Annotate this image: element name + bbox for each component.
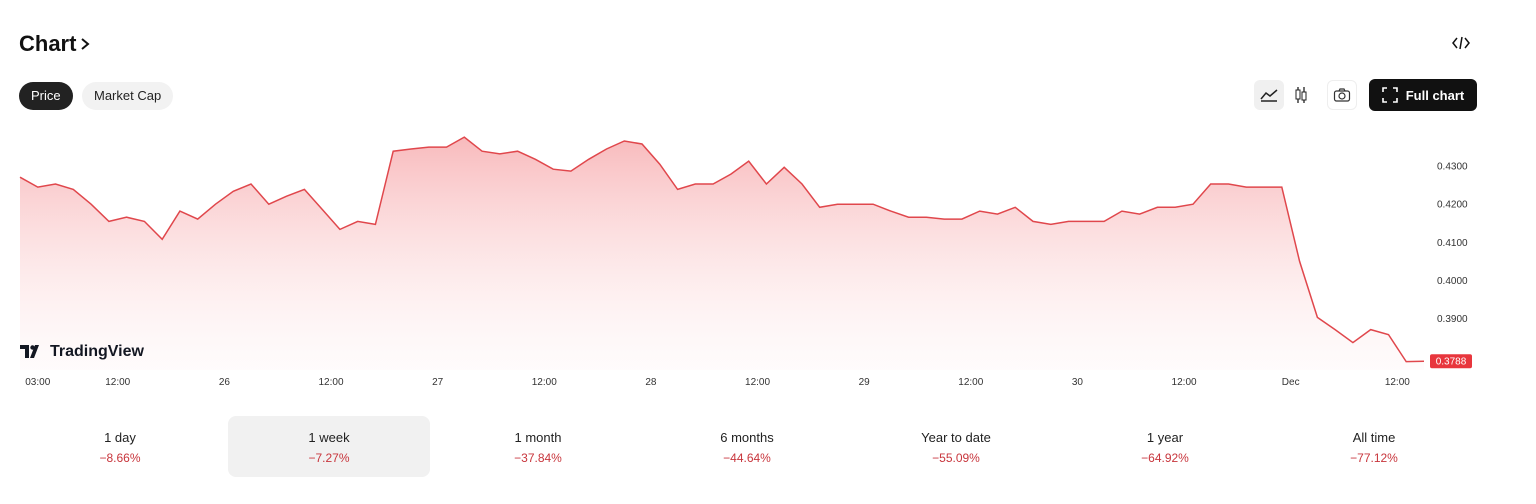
full-chart-label: Full chart — [1405, 87, 1465, 103]
y-tick-label: 0.4100 — [1437, 238, 1468, 249]
x-tick-label: Dec — [1282, 377, 1300, 388]
snapshot-button[interactable] — [1327, 80, 1357, 110]
period-change: −77.12% — [1350, 451, 1398, 465]
candle-chart-button[interactable] — [1286, 80, 1316, 110]
brand: TradingView — [20, 343, 144, 361]
period-label: 1 month — [514, 430, 562, 445]
tab-market-cap[interactable]: Market Cap — [82, 82, 174, 110]
candle-icon — [1295, 87, 1307, 103]
period-button[interactable]: All time −77.12% — [1273, 416, 1475, 477]
period-label: 1 year — [1146, 430, 1184, 445]
price-line — [19, 136, 1425, 363]
title: Chart — [19, 31, 77, 56]
x-tick-label: 29 — [859, 377, 871, 388]
x-tick-label: 12:00 — [532, 377, 557, 388]
period-button[interactable]: 1 month −37.84% — [437, 416, 639, 477]
price-area — [20, 137, 1424, 370]
period-change: −55.09% — [932, 451, 980, 465]
x-tick-label: 27 — [432, 377, 444, 388]
embed-icon[interactable] — [1451, 35, 1471, 51]
y-tick-label: 0.4000 — [1437, 276, 1468, 287]
period-button[interactable]: 1 year −64.92% — [1064, 416, 1266, 477]
chevron-icon — [81, 38, 91, 50]
x-tick-label: 26 — [219, 377, 231, 388]
x-tick-label: 28 — [645, 377, 657, 388]
current-price-badge — [1430, 354, 1472, 369]
price-chart: 0.3900 0.4000 0.4100 0.4200 0.4300 03:00 12:00… — [19, 136, 1472, 388]
full-chart-button[interactable]: Full chart — [1369, 79, 1477, 111]
period-label: Year to date — [921, 430, 991, 445]
period-change: −8.66% — [99, 451, 141, 465]
period-change: −64.92% — [1141, 451, 1189, 465]
line-chart-button[interactable] — [1254, 80, 1284, 110]
camera-icon — [1333, 88, 1351, 102]
x-tick-label: 30 — [1072, 377, 1084, 388]
period-button[interactable]: 1 day −8.66% — [19, 416, 221, 477]
x-tick-label: 12:00 — [1172, 377, 1197, 388]
x-tick-label: 12:00 — [958, 377, 983, 388]
period-button[interactable]: 6 months −44.64% — [646, 416, 848, 477]
period-label: 1 day — [104, 430, 136, 445]
line-icon — [1260, 89, 1278, 102]
brand-logo — [20, 345, 39, 358]
x-tick-label: 12:00 — [1385, 377, 1410, 388]
x-tick-label: 12:00 — [745, 377, 770, 388]
title-row[interactable]: Chart — [19, 31, 91, 57]
period-change: −44.64% — [723, 451, 771, 465]
period-change: −37.84% — [514, 451, 562, 465]
period-change: −7.27% — [308, 451, 350, 465]
period-label: All time — [1352, 430, 1396, 445]
x-tick-label: 12:00 — [105, 377, 130, 388]
brand-name: TradingView — [50, 343, 144, 360]
expand-icon — [1381, 87, 1398, 103]
y-tick-label: 0.4200 — [1437, 200, 1468, 211]
x-tick-label: 03:00 — [25, 377, 50, 388]
period-label: 6 months — [720, 430, 774, 445]
current-price-label: 0.3788 — [1436, 357, 1467, 368]
tab-price[interactable]: Price — [19, 82, 73, 110]
x-tick-label: 12:00 — [318, 377, 343, 388]
y-tick-label: 0.4300 — [1437, 162, 1468, 173]
period-button[interactable]: Year to date −55.09% — [855, 416, 1057, 477]
period-label: 1 week — [308, 430, 350, 445]
y-tick-label: 0.3900 — [1437, 314, 1468, 325]
period-button[interactable]: 1 week −7.27% — [228, 416, 430, 477]
